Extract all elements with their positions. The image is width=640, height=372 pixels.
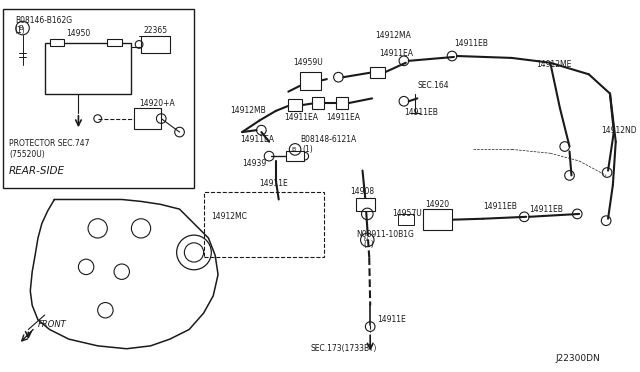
Bar [370, 67, 385, 78]
Text: 14950: 14950 [67, 29, 90, 38]
Text: 14911EB: 14911EB [529, 205, 563, 214]
Bar [398, 214, 413, 225]
Text: (1): (1) [15, 26, 26, 35]
Text: 14957U: 14957U [392, 209, 422, 218]
Text: 14911EA: 14911EA [285, 113, 319, 122]
Text: 14939: 14939 [242, 159, 266, 169]
Text: 14911EA: 14911EA [326, 113, 360, 122]
Text: (75520U): (75520U) [9, 150, 45, 159]
Bar [300, 73, 321, 90]
Text: J22300DN: J22300DN [555, 354, 600, 363]
Bar [204, 192, 324, 257]
Bar [312, 97, 324, 109]
Text: REAR-SIDE: REAR-SIDE [9, 166, 65, 176]
Bar [49, 39, 64, 46]
Text: 14911EB: 14911EB [483, 202, 516, 211]
Bar [134, 108, 161, 129]
Text: PROTECTOR SEC.747: PROTECTOR SEC.747 [9, 139, 90, 148]
Text: B: B [291, 147, 295, 152]
Text: 14912ME: 14912ME [536, 60, 572, 69]
Text: (1): (1) [364, 240, 374, 249]
Text: 14911EB: 14911EB [404, 108, 438, 117]
Bar [337, 97, 348, 109]
Text: SEC.164: SEC.164 [417, 81, 449, 90]
Text: 14912MA: 14912MA [375, 31, 411, 40]
Text: 14912MB: 14912MB [230, 106, 266, 115]
Text: 14911E: 14911E [377, 315, 406, 324]
Bar [45, 44, 131, 93]
Text: 14920+A: 14920+A [139, 99, 175, 108]
Text: 14959U: 14959U [293, 58, 323, 67]
Text: 14908: 14908 [350, 187, 374, 196]
Text: 22365: 22365 [144, 26, 168, 35]
Text: 14911EB: 14911EB [454, 39, 488, 48]
Text: 14911E: 14911E [259, 179, 288, 187]
Text: 14912ND: 14912ND [602, 126, 637, 135]
Text: 14920: 14920 [425, 200, 449, 209]
Text: B08148-6121A: B08148-6121A [300, 135, 356, 144]
Bar [423, 209, 452, 230]
Bar [287, 151, 304, 161]
Bar [3, 9, 194, 188]
Text: 14912MC: 14912MC [211, 212, 247, 221]
Bar [108, 39, 122, 46]
Bar [141, 36, 170, 53]
Bar [356, 198, 375, 211]
Text: SEC.173(1733BY): SEC.173(1733BY) [310, 344, 376, 353]
Text: B: B [19, 25, 23, 31]
Text: 14911EA: 14911EA [379, 49, 413, 58]
Text: N08911-10B1G: N08911-10B1G [356, 230, 413, 239]
Text: 14911EA: 14911EA [240, 135, 274, 144]
Text: N: N [364, 237, 367, 243]
Text: (1): (1) [303, 145, 314, 154]
Text: FRONT: FRONT [38, 320, 67, 329]
Text: B08146-B162G: B08146-B162G [15, 16, 72, 25]
Bar [289, 99, 302, 111]
